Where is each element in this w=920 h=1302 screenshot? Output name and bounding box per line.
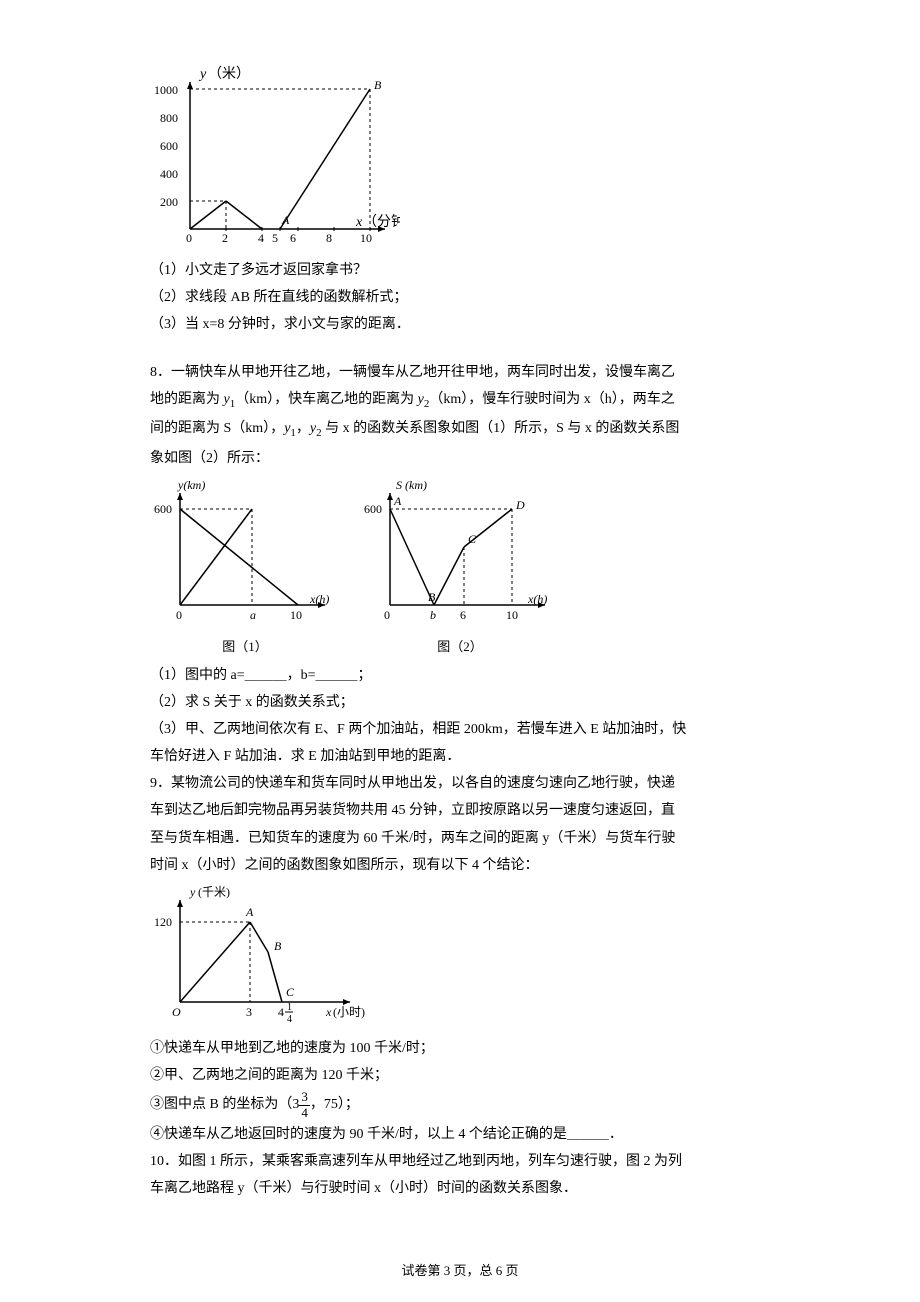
- q8-intro-3: 间的距离为 S（km），y1，y2 与 x 的函数关系图象如图（1）所示，S 与…: [150, 416, 770, 444]
- svg-text:0: 0: [176, 608, 182, 622]
- svg-text:C: C: [468, 532, 477, 546]
- q9-4: 时间 x（小时）之间的函数图象如图所示，现有以下 4 个结论：: [150, 853, 770, 878]
- q8b-1: （1）图中的 a=＿＿＿，b=＿＿＿；: [150, 663, 770, 688]
- svg-text:400: 400: [160, 167, 178, 181]
- q8b-3: （3）甲、乙两地间依次有 E、F 两个加油站，相距 200km，若慢车进入 E …: [150, 717, 770, 742]
- q9b-4: ④快递车从乙地返回时的速度为 90 千米/时，以上 4 个结论正确的是＿＿＿．: [150, 1122, 770, 1147]
- svg-text:B: B: [274, 939, 282, 953]
- q9b-1: ①快递车从甲地到乙地的速度为 100 千米/时；: [150, 1036, 770, 1061]
- q7-2: （2）求线段 AB 所在直线的函数解析式；: [150, 285, 770, 310]
- t: （km），慢车行驶时间为 x（h），两车之: [429, 392, 674, 407]
- svg-text:(小时): (小时): [333, 1005, 365, 1019]
- svg-text:6: 6: [290, 231, 296, 245]
- t: 地的距离为: [150, 392, 224, 407]
- t: ，: [296, 421, 310, 436]
- q9-1: 9．某物流公司的快递车和货车同时从甲地出发，以各自的速度匀速向乙地行驶，快递: [150, 771, 770, 796]
- svg-text:600: 600: [154, 502, 172, 516]
- q9-3: 至与货车相遇．已知货车的速度为 60 千米/时，两车之间的距离 y（千米）与货车…: [150, 826, 770, 851]
- svg-text:4: 4: [278, 1005, 284, 1019]
- svg-text:10: 10: [290, 608, 302, 622]
- svg-text:C: C: [286, 985, 295, 999]
- svg-text:5: 5: [272, 231, 278, 245]
- svg-text:x(h): x(h): [309, 592, 329, 606]
- svg-text:0: 0: [186, 231, 192, 245]
- chart2b-caption: 图（2）: [360, 635, 560, 658]
- q9-2: 车到达乙地后卸完物品再另装货物共用 45 分钟，立即按原路以另一速度匀速返回，直: [150, 798, 770, 823]
- q8b-4: 车恰好进入 F 站加油．求 E 加油站到甲地的距离．: [150, 744, 770, 769]
- charts-q8: y(km) 600 0 a 10 x(h): [150, 475, 770, 658]
- svg-text:（米）: （米）: [208, 66, 250, 82]
- q10-1: 10．如图 1 所示，某乘客乘高速列车从甲地经过乙地到丙地，列车匀速行驶，图 2…: [150, 1149, 770, 1174]
- chart-q7: y（米） 200 400 600 800 1000 0 2 4 5 6 8: [150, 64, 770, 254]
- svg-text:0: 0: [384, 608, 390, 622]
- svg-text:8: 8: [326, 231, 332, 245]
- svg-text:y(km): y(km): [177, 478, 205, 492]
- svg-text:B: B: [374, 78, 382, 92]
- svg-text:O: O: [172, 1005, 181, 1019]
- svg-text:A: A: [245, 905, 254, 919]
- t: ③图中点 B 的坐标为（3: [150, 1097, 299, 1112]
- svg-text:800: 800: [160, 111, 178, 125]
- svg-text:4: 4: [258, 231, 264, 245]
- svg-text:(千米): (千米): [198, 885, 230, 899]
- q8-intro-2: 地的距离为 y1（km），快车离乙地的距离为 y2（km），慢车行驶时间为 x（…: [150, 387, 770, 415]
- svg-text:（分钟）: （分钟）: [363, 213, 400, 230]
- svg-text:A: A: [393, 494, 402, 508]
- svg-text:y: y: [189, 885, 196, 899]
- q7-3: （3）当 x=8 分钟时，求小文与家的距离．: [150, 312, 770, 337]
- chart-q8-1: y(km) 600 0 a 10 x(h): [150, 475, 340, 658]
- svg-text:3: 3: [246, 1005, 252, 1019]
- page-footer: 试卷第 3 页，总 6 页: [0, 1259, 920, 1282]
- t: 间的距离为 S（km），: [150, 421, 284, 436]
- den: 4: [299, 1106, 310, 1120]
- t: ，75）；: [310, 1097, 359, 1112]
- chart2a-caption: 图（1）: [150, 635, 340, 658]
- q10-2: 车离乙地路程 y（千米）与行驶时间 x（小时）时间的函数关系图象．: [150, 1176, 770, 1201]
- svg-text:x: x: [325, 1005, 332, 1019]
- q9b-2: ②甲、乙两地之间的距离为 120 千米；: [150, 1063, 770, 1088]
- svg-text:a: a: [250, 608, 256, 622]
- svg-text:1: 1: [287, 1002, 292, 1013]
- svg-text:2: 2: [222, 231, 228, 245]
- svg-text:b: b: [430, 608, 436, 622]
- t: 与 x 的函数关系图象如图（1）所示，S 与 x 的函数关系图: [322, 421, 680, 436]
- q7-1: （1）小文走了多远才返回家拿书？: [150, 258, 770, 283]
- q8-intro-1: 8．一辆快车从甲地开往乙地，一辆慢车从乙地开往甲地，两车同时出发，设慢车离乙: [150, 360, 770, 385]
- svg-text:B: B: [428, 590, 436, 604]
- svg-text:D: D: [515, 498, 525, 512]
- t: （km），快车离乙地的距离为: [235, 392, 417, 407]
- svg-text:A: A: [281, 213, 290, 227]
- svg-text:S (km): S (km): [396, 478, 427, 492]
- q8b-2: （2）求 S 关于 x 的函数关系式；: [150, 690, 770, 715]
- svg-text:x: x: [355, 215, 363, 230]
- frac-icon: 34: [299, 1090, 310, 1120]
- chart-q8-2: S (km) 600 0 b 6 10 x(h): [360, 475, 560, 658]
- svg-text:600: 600: [160, 139, 178, 153]
- svg-text:x(h): x(h): [527, 592, 547, 606]
- svg-text:200: 200: [160, 195, 178, 209]
- svg-text:1000: 1000: [154, 83, 178, 97]
- svg-text:y: y: [198, 67, 207, 82]
- svg-text:120: 120: [154, 915, 172, 929]
- page: y（米） 200 400 600 800 1000 0 2 4 5 6 8: [0, 0, 920, 1302]
- q8-intro-4: 象如图（2）所示：: [150, 446, 770, 471]
- chart-q9: y(千米) 120 O 3 4 1 4 x(小时): [150, 882, 770, 1032]
- q9b-3: ③图中点 B 的坐标为（334，75）；: [150, 1090, 770, 1120]
- svg-text:10: 10: [506, 608, 518, 622]
- svg-text:6: 6: [460, 608, 466, 622]
- svg-text:10: 10: [360, 231, 372, 245]
- svg-text:4: 4: [287, 1014, 292, 1025]
- num: 3: [299, 1090, 310, 1105]
- svg-text:600: 600: [364, 502, 382, 516]
